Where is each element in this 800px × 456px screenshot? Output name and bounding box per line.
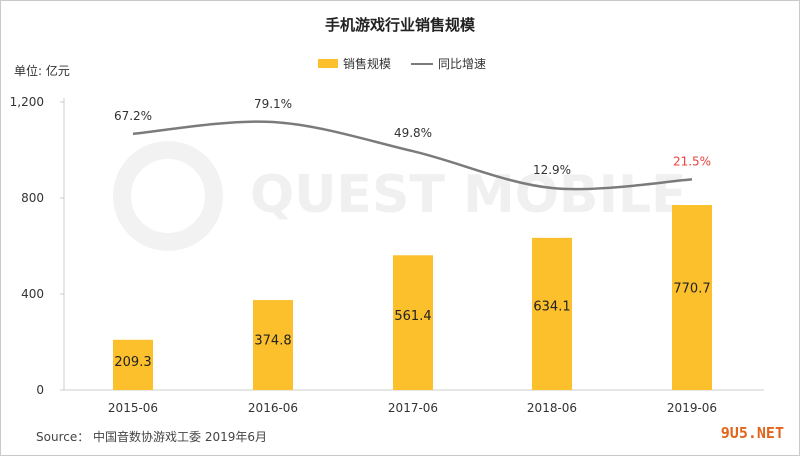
chart-title: 手机游戏行业销售规模 <box>324 16 475 34</box>
bar-value-label: 634.1 <box>533 299 570 314</box>
growth-rate-label: 21.5% <box>673 154 711 168</box>
bar-value-label: 561.4 <box>394 309 431 324</box>
y-tick-label: 800 <box>21 191 44 205</box>
bar-value-label: 374.8 <box>254 334 291 349</box>
legend-line-label: 同比增速 <box>438 57 487 71</box>
watermark-logo-ring <box>113 141 223 251</box>
bar-2017-06 <box>393 255 433 390</box>
x-tick-label: 2019-06 <box>667 401 717 415</box>
site-logo-text: 9U5.NET <box>720 424 784 442</box>
source-note: Source： 中国音数协游戏工委 2019年6月 <box>36 430 268 444</box>
y-axis-unit-label: 单位: 亿元 <box>14 64 70 78</box>
x-tick-label: 2018-06 <box>527 401 577 415</box>
growth-rate-label: 67.2% <box>114 109 152 123</box>
legend-bar-swatch <box>318 59 338 68</box>
bar-2018-06 <box>532 237 572 390</box>
y-tick-label: 1,200 <box>10 95 44 109</box>
bar-2019-06 <box>672 205 712 390</box>
bar-value-label: 770.7 <box>673 281 710 296</box>
x-tick-label: 2016-06 <box>248 401 298 415</box>
bar-2016-06 <box>253 300 293 390</box>
y-tick-label: 400 <box>21 287 44 301</box>
x-tick-label: 2015-06 <box>108 401 158 415</box>
y-tick-label: 0 <box>36 383 44 397</box>
bar-value-label: 209.3 <box>114 355 151 370</box>
bar-2015-06 <box>113 339 153 390</box>
legend-bar-label: 销售规模 <box>343 57 392 71</box>
growth-rate-line <box>132 120 693 191</box>
growth-rate-label: 79.1% <box>254 97 292 111</box>
watermark-text: QUEST MOBILE <box>250 165 687 225</box>
x-tick-label: 2017-06 <box>388 401 438 415</box>
growth-rate-label: 12.9% <box>533 163 571 177</box>
chart-legend: 销售规模 同比增速 <box>318 55 486 72</box>
growth-rate-label: 49.8% <box>394 126 432 140</box>
legend-line-swatch <box>411 62 434 65</box>
